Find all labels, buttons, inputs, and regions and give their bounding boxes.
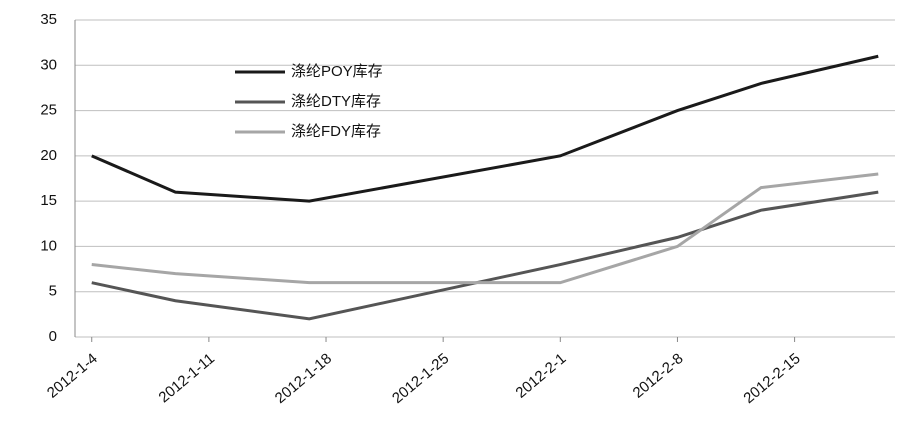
x-tick-label: 2012-1-18 — [272, 350, 335, 407]
legend-label: 涤纶POY库存 — [291, 63, 383, 80]
x-tick-label: 2012-1-25 — [389, 350, 452, 407]
x-tick-label: 2012-2-1 — [513, 350, 570, 402]
y-tick-label: 35 — [40, 11, 57, 28]
series-line — [91, 54, 879, 203]
y-tick-label: 15 — [40, 192, 57, 209]
y-tick-label: 5 — [49, 283, 57, 300]
x-tick-label: 2012-2-8 — [630, 350, 687, 402]
y-tick-label: 10 — [40, 237, 57, 254]
legend-label: 涤纶DTY库存 — [291, 93, 381, 110]
y-tick-label: 20 — [40, 147, 57, 164]
x-tick-label: 2012-1-4 — [44, 350, 101, 402]
legend-label: 涤纶FDY库存 — [291, 123, 381, 140]
series-line — [91, 172, 879, 285]
y-tick-label: 0 — [49, 328, 57, 345]
series-line — [91, 190, 879, 321]
y-tick-label: 25 — [40, 102, 57, 119]
x-tick-label: 2012-1-11 — [156, 350, 218, 406]
y-tick-label: 30 — [40, 56, 57, 73]
x-tick-label: 2012-2-15 — [740, 350, 803, 407]
